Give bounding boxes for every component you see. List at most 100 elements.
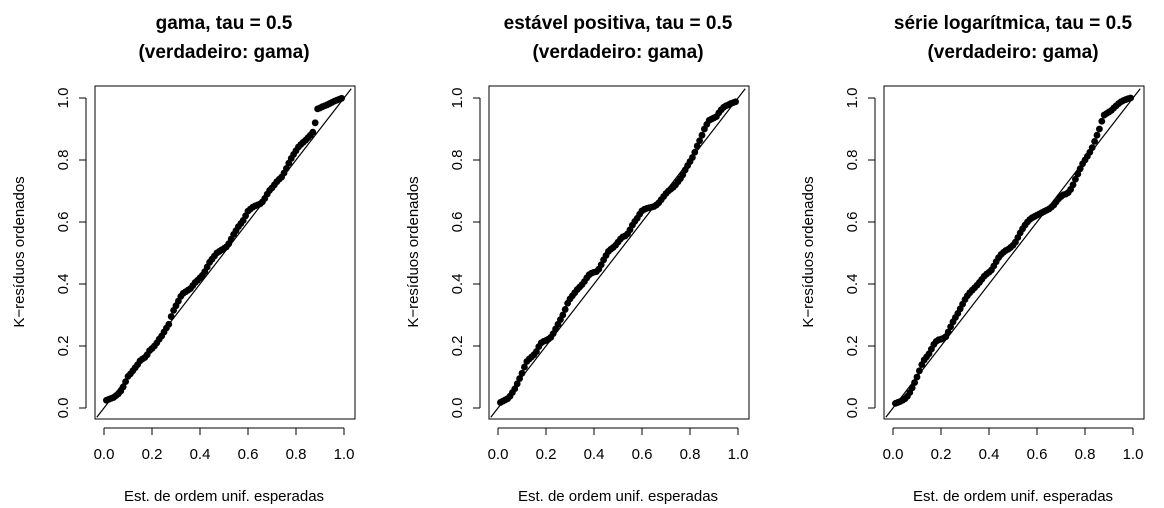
panel-3-point-8 xyxy=(911,379,918,386)
panel-2-point-27 xyxy=(561,306,569,313)
panel-3-x-tick-label-0: 0.0 xyxy=(883,446,904,463)
panel-2-plot-frame xyxy=(488,85,750,420)
panel-3-y-axis-label: K−resíduos ordenados xyxy=(800,176,817,327)
panel-3-point-86 xyxy=(1098,117,1106,125)
panel-3-point-75 xyxy=(1072,175,1079,183)
panel-1-y-tick-label-4: 0.8 xyxy=(55,150,72,171)
panel-2-point-83 xyxy=(696,137,703,145)
panel-3-point-82 xyxy=(1088,144,1096,152)
panel-2-point-8 xyxy=(516,375,523,382)
panel-2-x-tick-label-1: 0.2 xyxy=(536,446,557,463)
panel-3-point-84 xyxy=(1093,131,1101,139)
panel-3-point-83 xyxy=(1091,138,1098,145)
panel-1-title-line-1: gama, tau = 0.5 xyxy=(156,13,293,34)
panel-1-plot-frame xyxy=(94,85,356,420)
panel-3-x-axis: 0.0 0.2 0.4 0.6 0.8 1.0 xyxy=(883,427,1144,463)
panel-1-y-tick-label-0: 0.0 xyxy=(55,398,72,419)
panel-2-point-98 xyxy=(732,98,739,106)
panel-2-reference-line xyxy=(490,88,746,418)
panel-1-points xyxy=(103,94,345,404)
panel-1-point-26 xyxy=(165,320,173,328)
panel-1-x-tick-label-3: 0.6 xyxy=(238,446,259,463)
panel-3-y-tick-label-5: 1.0 xyxy=(844,88,861,109)
panel-1-y-tick-label-3: 0.6 xyxy=(55,212,72,233)
panel-2-point-9 xyxy=(518,369,526,377)
panel-2-point-7 xyxy=(513,380,521,388)
panel-3-reference-line xyxy=(885,88,1141,418)
panel-2-x-axis: 0.0 0.2 0.4 0.6 0.8 1.0 xyxy=(488,427,749,463)
panel-3-point-10 xyxy=(916,367,923,375)
panel-3-x-axis-label: Est. de ordem unif. esperadas xyxy=(913,488,1113,505)
panel-1: gama, tau = 0.5 (verdadeiro: gama) 0.0 0.… xyxy=(11,13,356,505)
panel-1-point-86 xyxy=(309,128,317,136)
panel-3-y-tick-label-4: 0.8 xyxy=(844,150,861,171)
panel-3-y-tick-label-0: 0.0 xyxy=(844,398,861,419)
panel-3-title-line-1: série logarítmica, tau = 0.5 xyxy=(894,13,1133,34)
panel-3-title-line-2: (verdadeiro: gama) xyxy=(927,42,1098,63)
panel-1-y-axis-label: K−resíduos ordenados xyxy=(11,176,28,327)
panel-2-title-line-2: (verdadeiro: gama) xyxy=(532,42,703,63)
panel-3-x-tick-label-4: 0.8 xyxy=(1075,446,1096,463)
panel-3-y-axis: 0.0 0.2 0.4 0.6 0.8 1.0 xyxy=(844,88,876,419)
panel-3-y-tick-label-3: 0.6 xyxy=(844,212,861,233)
panel-3-point-9 xyxy=(913,373,921,381)
panel-1-point-87 xyxy=(311,119,319,127)
panel-1-x-tick-label-2: 0.4 xyxy=(190,446,211,463)
panel-2-x-tick-label-3: 0.6 xyxy=(632,446,653,463)
panel-3-point-22 xyxy=(944,328,952,336)
panel-3-point-85 xyxy=(1096,125,1103,133)
panel-2-x-tick-label-4: 0.8 xyxy=(680,446,701,463)
panel-2-title-line-1: estável positiva, tau = 0.5 xyxy=(504,13,733,34)
panel-1-point-98 xyxy=(338,94,345,102)
panel-1-x-tick-label-1: 0.2 xyxy=(142,446,163,463)
panel-1-y-axis: 0.0 0.2 0.4 0.6 0.8 1.0 xyxy=(55,88,87,419)
panel-2-y-tick-label-3: 0.6 xyxy=(449,212,466,233)
panel-1-point-75 xyxy=(283,164,290,172)
panel-2-points xyxy=(497,98,739,406)
panel-1-x-axis: 0.0 0.2 0.4 0.6 0.8 1.0 xyxy=(94,427,355,463)
panel-1-y-tick-label-2: 0.4 xyxy=(55,274,72,295)
panel-2-y-tick-label-0: 0.0 xyxy=(449,398,466,419)
panel-2-point-81 xyxy=(691,148,699,156)
panel-3-x-tick-label-1: 0.2 xyxy=(931,446,952,463)
panel-2-x-tick-label-2: 0.4 xyxy=(584,446,605,463)
panel-2-y-tick-label-2: 0.4 xyxy=(449,274,466,295)
panel-2-x-tick-label-0: 0.0 xyxy=(488,446,509,463)
panel-1-point-7 xyxy=(119,383,127,391)
panel-2-point-10 xyxy=(521,363,528,371)
panel-2: estável positiva, tau = 0.5 (verdadeiro:… xyxy=(405,13,750,505)
panel-1-y-tick-label-1: 0.2 xyxy=(55,336,72,357)
panel-3-points xyxy=(892,94,1134,407)
panel-2-point-26 xyxy=(559,311,567,319)
panel-3-point-98 xyxy=(1127,94,1134,102)
panel-3-x-tick-label-5: 1.0 xyxy=(1123,446,1144,463)
panel-3-point-74 xyxy=(1069,181,1077,189)
panel-3-y-tick-label-1: 0.2 xyxy=(844,336,861,357)
panel-2-point-80 xyxy=(689,154,696,161)
panel-1-y-tick-label-5: 1.0 xyxy=(55,88,72,109)
panel-3-y-tick-label-2: 0.4 xyxy=(844,274,861,295)
panel-3-x-tick-label-2: 0.4 xyxy=(979,446,1000,463)
panel-2-y-tick-label-4: 0.8 xyxy=(449,150,466,171)
panel-2-point-82 xyxy=(693,142,701,150)
panel-3-point-7 xyxy=(908,384,916,392)
panel-1-point-27 xyxy=(167,313,175,320)
panel-2-y-axis: 0.0 0.2 0.4 0.6 0.8 1.0 xyxy=(449,88,481,419)
panel-1-x-axis-label: Est. de ordem unif. esperadas xyxy=(124,488,324,505)
panel-3-plot-frame xyxy=(883,85,1145,420)
panel-1-title-line-2: (verdadeiro: gama) xyxy=(138,42,309,63)
panel-2-y-axis-label: K−resíduos ordenados xyxy=(405,176,422,327)
panel-3: série logarítmica, tau = 0.5 (verdadeiro… xyxy=(800,13,1145,505)
panel-2-point-84 xyxy=(698,131,706,139)
panel-2-y-tick-label-5: 1.0 xyxy=(449,88,466,109)
panel-2-x-axis-label: Est. de ordem unif. esperadas xyxy=(518,488,718,505)
panel-1-x-tick-label-5: 1.0 xyxy=(334,446,355,463)
panel-1-x-tick-label-4: 0.8 xyxy=(286,446,307,463)
panel-3-x-tick-label-3: 0.6 xyxy=(1027,446,1048,463)
panel-2-y-tick-label-1: 0.2 xyxy=(449,336,466,357)
panel-3-point-76 xyxy=(1074,170,1082,178)
panel-2-x-tick-label-5: 1.0 xyxy=(728,446,749,463)
panel-1-point-8 xyxy=(122,378,129,386)
panel-1-x-tick-label-0: 0.0 xyxy=(94,446,115,463)
